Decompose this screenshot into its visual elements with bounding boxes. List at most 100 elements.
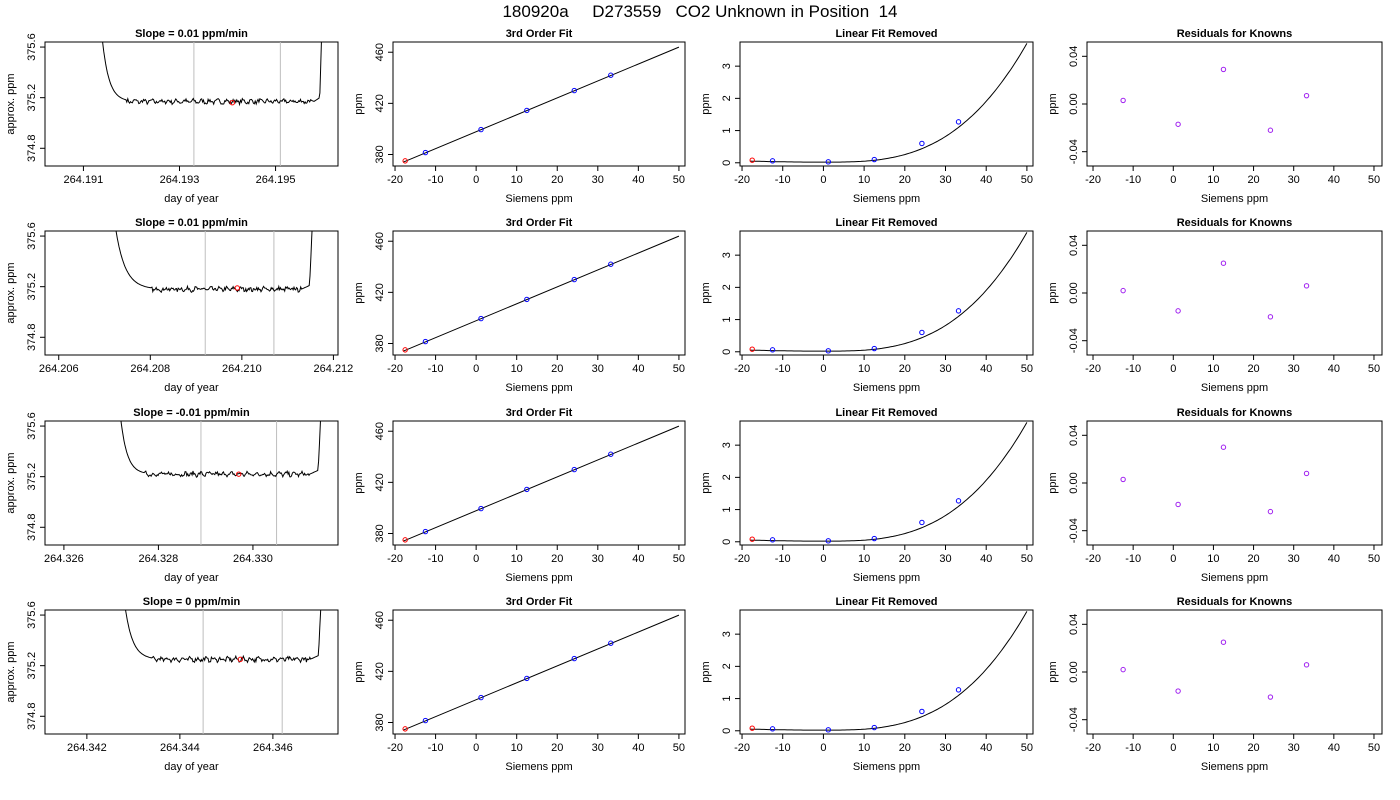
x-tick-label: -20 [1085,553,1101,565]
y-axis-label: ppm [1047,661,1059,682]
x-tick-label: 10 [1207,742,1219,754]
fit-line [402,425,680,542]
panel-title: Linear Fit Removed [835,407,937,419]
residual-point [1303,283,1310,289]
x-tick-label: -10 [428,174,444,186]
x-tick-label: 50 [673,174,685,186]
x-tick-label: 30 [939,363,951,375]
plot-frame [392,41,686,167]
plot-frame [739,41,1034,167]
fit-line [402,235,680,352]
known-point [422,149,429,156]
x-tick-label: 264.342 [67,742,107,754]
x-tick-label: -20 [734,174,750,186]
y-tick-label: 460 [374,422,386,440]
y-axis-label: ppm [1047,472,1059,493]
y-tick-label: 375.6 [26,33,38,61]
y-axis-label: ppm [353,661,365,682]
x-tick-label: 20 [551,553,563,565]
known-point [871,345,877,352]
known-point [478,694,484,701]
x-tick-label: 50 [1368,742,1380,754]
x-tick-label: -20 [387,742,403,754]
y-tick-label: 1 [721,507,733,513]
plot-frame [392,609,686,735]
x-tick-label: 264.344 [160,742,200,754]
time-panel: Slope = -0.01 ppm/min day of year approx. … [5,407,339,584]
plot-frame [392,420,686,546]
x-tick-label: -10 [1125,174,1141,186]
x-tick-label: -10 [428,363,444,375]
unknown-point [402,537,408,543]
known-point [608,640,614,646]
x-tick-label: 50 [1021,742,1033,754]
y-tick-label: 1 [721,696,733,702]
known-point [769,537,776,543]
y-axis-label: approx. ppm [5,73,17,134]
cubic-curve [750,611,1028,731]
x-tick-label: -10 [1125,363,1141,375]
x-axis-label: day of year [164,761,219,773]
y-tick-label: 380 [374,524,386,542]
fit-panel: 3rd Order Fit Siemens ppm ppm -20 -10 0 10 20 30… [353,217,686,394]
y-tick-label: 0.00 [1068,472,1080,493]
y-tick-label: -0.04 [1068,518,1080,543]
x-tick-label: 10 [511,742,523,754]
known-point [478,505,484,512]
x-tick-label: -20 [734,742,750,754]
plot-frame [44,609,339,735]
y-tick-label: 380 [374,713,386,731]
panel-title: Slope = 0.01 ppm/min [135,28,248,40]
y-tick-label: 420 [374,662,386,680]
y-tick-label: 460 [374,43,386,61]
x-tick-label: 40 [980,363,992,375]
residuals-panel: Residuals for Knowns Siemens ppm ppm -20 -10… [1047,596,1383,773]
x-tick-label: 264.191 [64,174,104,186]
y-axis-label: ppm [1047,282,1059,303]
mean-marker [237,656,244,663]
residual-point [1120,476,1126,483]
residual-point [1303,662,1310,668]
y-tick-label: 3 [721,63,733,69]
y-tick-label: 0.00 [1068,93,1080,114]
x-tick-label: 30 [939,553,951,565]
x-tick-label: 20 [899,174,911,186]
y-tick-label: -0.04 [1068,707,1080,732]
known-point [919,519,925,526]
x-axis-label: Siemens ppm [1201,572,1268,584]
known-point [919,140,925,147]
panel-title: Linear Fit Removed [835,596,937,608]
x-axis-label: Siemens ppm [853,193,920,205]
x-tick-label: 20 [551,742,563,754]
x-tick-label: 40 [1328,174,1340,186]
concentration-trace [120,421,321,479]
x-tick-label: 20 [551,174,563,186]
panel-title: 3rd Order Fit [506,596,573,608]
y-tick-label: 420 [374,94,386,112]
time-panel: Slope = 0.01 ppm/min day of year approx. p… [5,28,339,205]
y-tick-label: -0.04 [1068,328,1080,353]
known-point [478,315,484,322]
x-tick-label: 50 [1368,363,1380,375]
known-point [571,655,577,662]
y-tick-label: 375.6 [26,601,38,629]
x-tick-label: -10 [428,553,444,565]
mean-marker [229,100,236,106]
x-tick-label: -10 [775,174,791,186]
known-point [769,726,776,732]
x-tick-label: 40 [632,553,644,565]
mean-marker [234,285,240,291]
x-tick-label: 10 [1207,363,1219,375]
y-tick-label: 2 [721,474,733,480]
x-tick-label: 264.330 [233,553,273,565]
x-tick-label: 40 [980,742,992,754]
known-point [919,708,925,715]
x-tick-label: 264.210 [222,363,262,375]
panel-title: Slope = -0.01 ppm/min [133,407,250,419]
panel-title: Slope = 0.01 ppm/min [135,217,248,229]
x-tick-label: 20 [899,553,911,565]
x-axis-label: Siemens ppm [505,382,572,394]
residual-point [1267,127,1274,133]
known-point [871,535,877,542]
